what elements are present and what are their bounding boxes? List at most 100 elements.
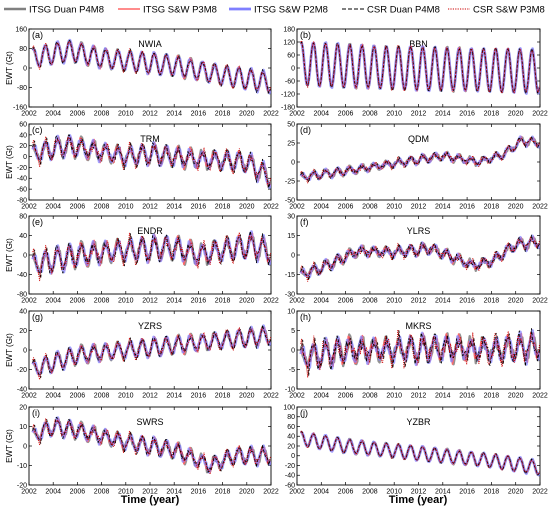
y-tick-label: 20 <box>19 143 27 150</box>
x-tick-label: 2008 <box>94 111 110 118</box>
y-tick-label: 20 <box>287 443 295 450</box>
x-tick-label: 2012 <box>142 393 158 400</box>
y-tick-label: 180 <box>283 26 295 33</box>
x-tick-label: 2016 <box>191 204 207 211</box>
y-tick-label: 160 <box>15 26 27 33</box>
y-axis-label: EWT (Gt) <box>5 333 14 367</box>
y-tick-label: 20 <box>19 404 27 411</box>
y-tick-label: 20 <box>19 328 27 335</box>
y-tick-label: -40 <box>285 473 295 480</box>
x-tick-label: 2002 <box>21 204 37 211</box>
legend-label: ITSG S&W P2M8 <box>254 5 328 16</box>
y-tick-label: 0 <box>291 347 295 354</box>
panel-title: YZRS <box>138 321 162 331</box>
y-tick-label: -160 <box>13 104 27 111</box>
series-group <box>31 324 271 381</box>
x-tick-label: 2022 <box>263 111 279 118</box>
x-tick-label: 2008 <box>362 111 378 118</box>
series-group <box>31 230 271 282</box>
x-tick-label: 2016 <box>459 111 475 118</box>
series-line-5 <box>300 40 540 94</box>
x-tick-label: 2010 <box>118 298 134 305</box>
y-tick-label: 50 <box>287 121 295 128</box>
series-line-5 <box>300 430 540 475</box>
series-line-5 <box>300 329 540 378</box>
x-tick-label: 2022 <box>263 298 279 305</box>
x-tick-label: 2018 <box>484 298 500 305</box>
x-tick-label: 2018 <box>215 298 231 305</box>
y-tick-label: -80 <box>17 85 27 92</box>
y-tick-label: 80 <box>19 213 27 220</box>
x-tick-label: 2020 <box>239 298 255 305</box>
x-tick-label: 2020 <box>508 204 524 211</box>
panel-yzrs: -40 -20 0 20 40 2002 2004 2006 2008 2010 2012 2014 2… <box>5 308 279 399</box>
series-group <box>300 430 540 477</box>
x-tick-label: 2004 <box>45 393 61 400</box>
panel-letter: (i) <box>32 408 40 418</box>
x-tick-label: 2020 <box>239 489 255 496</box>
x-tick-label: 2016 <box>191 489 207 496</box>
y-tick-label: -40 <box>17 176 27 183</box>
y-tick-label: 40 <box>287 434 295 441</box>
x-tick-label: 2014 <box>166 298 182 305</box>
x-tick-label: 2012 <box>142 111 158 118</box>
legend-label: CSR S&W P3M8 <box>473 5 545 16</box>
series-line-5 <box>32 327 271 381</box>
series-group <box>31 38 271 95</box>
x-tick-label: 2014 <box>166 204 182 211</box>
legend-label: ITSG Duan P4M8 <box>29 5 104 16</box>
series-line-4 <box>32 134 271 189</box>
x-tick-label: 2016 <box>459 489 475 496</box>
x-tick-label: 2014 <box>435 298 451 305</box>
panel-mkrs: -10 -5 0 5 10 2002 2004 2006 2008 2010 2012 2014 201… <box>285 308 548 399</box>
x-tick-label: 2022 <box>263 489 279 496</box>
x-tick-label: 2006 <box>338 298 354 305</box>
x-tick-label: 2004 <box>45 489 61 496</box>
x-tick-label: 2004 <box>45 204 61 211</box>
x-tick-label: 2022 <box>532 393 548 400</box>
x-tick-label: 2008 <box>362 298 378 305</box>
x-tick-label: 2006 <box>70 204 86 211</box>
x-tick-label: 2022 <box>532 204 548 211</box>
y-tick-label: -15 <box>285 272 295 279</box>
x-tick-label: 2022 <box>532 489 548 496</box>
y-tick-label: 0 <box>291 159 295 166</box>
series-group <box>299 328 540 378</box>
y-tick-label: 40 <box>19 308 27 315</box>
x-tick-label: 2010 <box>386 393 402 400</box>
x-tick-label: 2004 <box>45 298 61 305</box>
series-line-4 <box>300 234 540 281</box>
y-tick-label: -60 <box>17 187 27 194</box>
x-tick-label: 2014 <box>435 489 451 496</box>
y-tick-label: 40 <box>19 132 27 139</box>
x-tick-label: 2012 <box>411 298 427 305</box>
panel-letter: (f) <box>300 217 309 227</box>
y-tick-label: 25 <box>287 140 295 147</box>
x-tick-label: 2004 <box>314 298 330 305</box>
series-group <box>299 40 540 95</box>
x-tick-label: 2012 <box>411 489 427 496</box>
x-tick-label: 2008 <box>94 298 110 305</box>
x-tick-label: 2020 <box>508 298 524 305</box>
x-tick-label: 2022 <box>263 204 279 211</box>
x-tick-label: 2014 <box>435 393 451 400</box>
series-group <box>31 416 271 475</box>
y-tick-label: 0 <box>23 65 27 72</box>
x-tick-label: 2016 <box>459 298 475 305</box>
x-tick-label: 2022 <box>263 393 279 400</box>
y-tick-label: 30 <box>287 213 295 220</box>
y-tick-label: 0 <box>23 443 27 450</box>
y-tick-label: 0 <box>23 347 27 354</box>
panel-letter: (g) <box>32 312 43 322</box>
panel-qdm: -50 -25 0 25 50 2002 2004 2006 2008 2010 2012 2014 2… <box>285 121 548 210</box>
y-tick-label: 100 <box>283 404 295 411</box>
x-tick-label: 2006 <box>70 298 86 305</box>
panel-yzbr: -60 -40 -20 0 20 40 60 80 100 2002 2004 2006 2008 201… <box>283 404 548 495</box>
x-tick-label: 2012 <box>142 489 158 496</box>
chart-legend: ITSG Duan P4M8 ITSG S&W P3M8 ITSG S&W P2M8… <box>4 5 545 16</box>
x-tick-label: 2014 <box>435 111 451 118</box>
x-tick-label: 2020 <box>508 111 524 118</box>
x-tick-label: 2002 <box>289 298 305 305</box>
series-line-5 <box>32 40 271 92</box>
